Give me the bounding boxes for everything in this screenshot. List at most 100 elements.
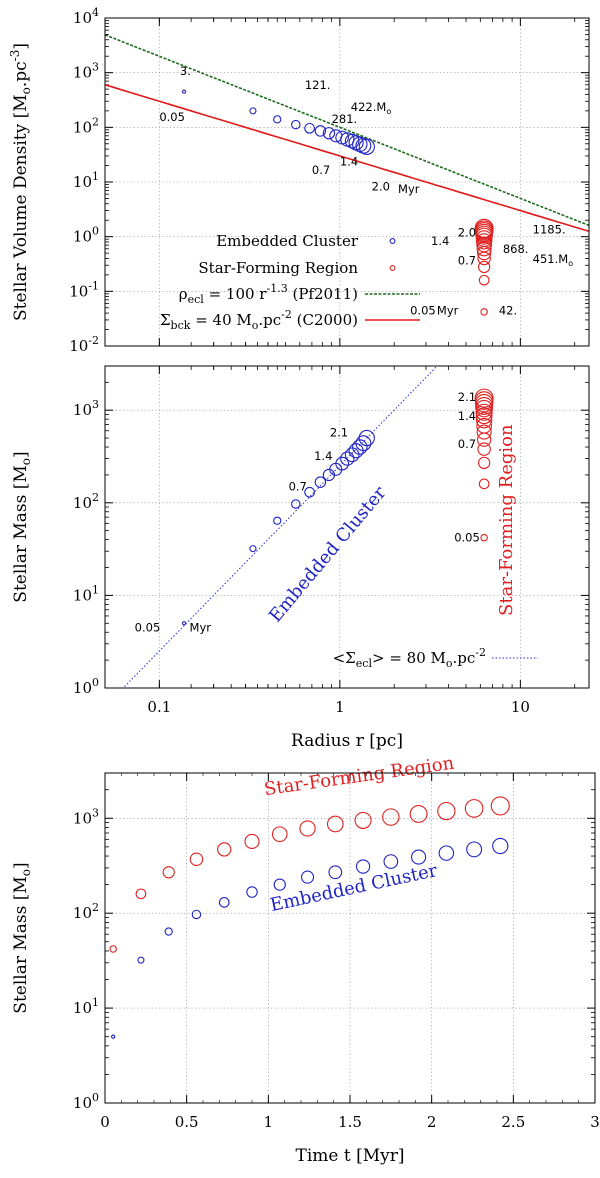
c2000-line: [105, 84, 589, 233]
point-annotation: 0.7: [458, 437, 476, 451]
sfr-point: [476, 432, 492, 447]
plot-frame: [104, 365, 590, 689]
point-annotation: 121.: [305, 78, 331, 92]
legend-label: ρecl = 100 r-1.3 (Pf2011): [179, 282, 358, 306]
embedded-point: [314, 476, 327, 488]
embedded-point: [291, 119, 301, 130]
x-tick-label: 0: [100, 1113, 110, 1131]
sfr-point: [109, 945, 117, 953]
embedded-point: [340, 451, 355, 466]
y-tick-label: 103: [73, 398, 99, 419]
point-annotation: 0.7: [289, 480, 307, 494]
x-axis-title: Radius r [pc]: [291, 731, 403, 751]
point-annotation: 0.7: [458, 253, 476, 267]
x-tick-label: 0.5: [175, 1113, 199, 1131]
embedded-point: [314, 125, 327, 137]
x-tick-label: 1.5: [338, 1113, 362, 1131]
point-annotation: 1.4: [314, 449, 332, 463]
y-axis-title: Stellar Mass [Mo]: [11, 862, 33, 1013]
x-tick-label: 1: [264, 1113, 274, 1131]
y-tick-label: 100: [73, 676, 99, 697]
sfr-point: [475, 412, 493, 429]
sfr-point: [244, 833, 260, 850]
embedded-point: [246, 886, 258, 898]
legend-label: Embedded Cluster: [216, 232, 359, 250]
sfr-label: Star-Forming Region: [263, 753, 456, 801]
point-annotation: 422.Mo: [351, 100, 392, 116]
sfr-point: [490, 796, 510, 816]
panel-bottom: 100 101 102 103 0 0.5 1 1.5 2 2.5 3 Star-Forming Re…: [11, 753, 600, 1166]
x-tick-label: 3: [590, 1113, 600, 1131]
sfr-point: [354, 811, 372, 829]
y-tick-label: 100: [73, 1091, 99, 1112]
embedded-point: [191, 909, 202, 920]
x-tick-label: 0.1: [147, 698, 171, 716]
point-annotation: 0.05: [135, 620, 161, 634]
point-annotation: 1.4: [431, 234, 449, 248]
sfr-point: [271, 826, 288, 843]
sfr-point: [474, 388, 494, 408]
y-tick-label: 101: [73, 170, 99, 191]
embedded-point: [304, 122, 315, 134]
plot-frame: [104, 772, 596, 1104]
sfr-point: [475, 403, 493, 421]
y-tick-label: 102: [73, 115, 99, 136]
sfr-point: [217, 842, 232, 857]
embedded-point: [438, 845, 455, 861]
embedded-point: [358, 138, 375, 155]
point-annotation: 0.05: [454, 531, 480, 545]
embedded-point: [249, 545, 257, 553]
embedded-point: [218, 897, 230, 908]
sfr-point: [477, 456, 491, 469]
embedded-point: [137, 956, 145, 964]
point-annotation: 42.: [499, 303, 517, 317]
y-tick-label: 10-1: [69, 279, 99, 300]
embedded-point: [181, 621, 187, 626]
legend-label: Σbck = 40 Mo.pc-2 (C2000): [160, 308, 358, 332]
legend-label: <Σecl> = 80 Mo.pc-2: [333, 646, 486, 670]
embedded-point: [164, 927, 173, 936]
point-annotation: 0.7: [312, 163, 330, 177]
sfr-point: [477, 442, 491, 456]
sfr-point: [476, 417, 492, 434]
sfr-point: [437, 801, 456, 821]
y-tick-label: 101: [73, 583, 99, 604]
sfr-point: [477, 260, 491, 274]
plot-frame: [104, 17, 590, 347]
point-annotation: 281.: [332, 112, 358, 126]
point-annotation: Myr: [398, 182, 420, 196]
embedded-point: [492, 837, 509, 855]
sfr-point: [478, 478, 490, 490]
embedded-point: [249, 107, 257, 115]
embedded-point: [358, 429, 375, 447]
sfr-point: [476, 241, 492, 257]
embedded-point: [411, 849, 427, 865]
sfr-point: [326, 815, 344, 833]
embedded-point: [111, 1034, 116, 1039]
x-axis-title: Time t [Myr]: [296, 1146, 405, 1166]
embedded-point: [322, 127, 336, 140]
x-tick-label: 2.5: [501, 1113, 525, 1131]
embedded-point: [328, 865, 343, 880]
point-annotation: 0.05: [410, 303, 436, 317]
point-annotation: 0.05: [159, 110, 185, 124]
sfr-point: [480, 308, 488, 316]
embedded-point: [383, 854, 399, 869]
embedded-point: [355, 435, 372, 452]
y-tick-label: 101: [73, 996, 99, 1017]
sfr-point: [475, 407, 493, 425]
point-annotation: 1.4: [458, 409, 476, 423]
embedded-point: [273, 878, 286, 891]
embedded-point: [181, 89, 187, 94]
y-tick-label: 103: [73, 61, 99, 82]
sfr-point: [478, 274, 490, 286]
y-axis-title: Stellar Volume Density [Mo.pc-3]: [8, 43, 33, 321]
y-tick-label: 100: [73, 225, 99, 246]
sfr-point: [480, 533, 488, 542]
legend-label: Star-Forming Region: [198, 259, 358, 277]
sfr-point: [464, 799, 484, 818]
point-annotation: 1185.: [533, 222, 566, 236]
embedded-label: Embedded Cluster: [265, 482, 391, 626]
embedded-point: [304, 486, 315, 498]
embedded-point: [352, 136, 368, 153]
